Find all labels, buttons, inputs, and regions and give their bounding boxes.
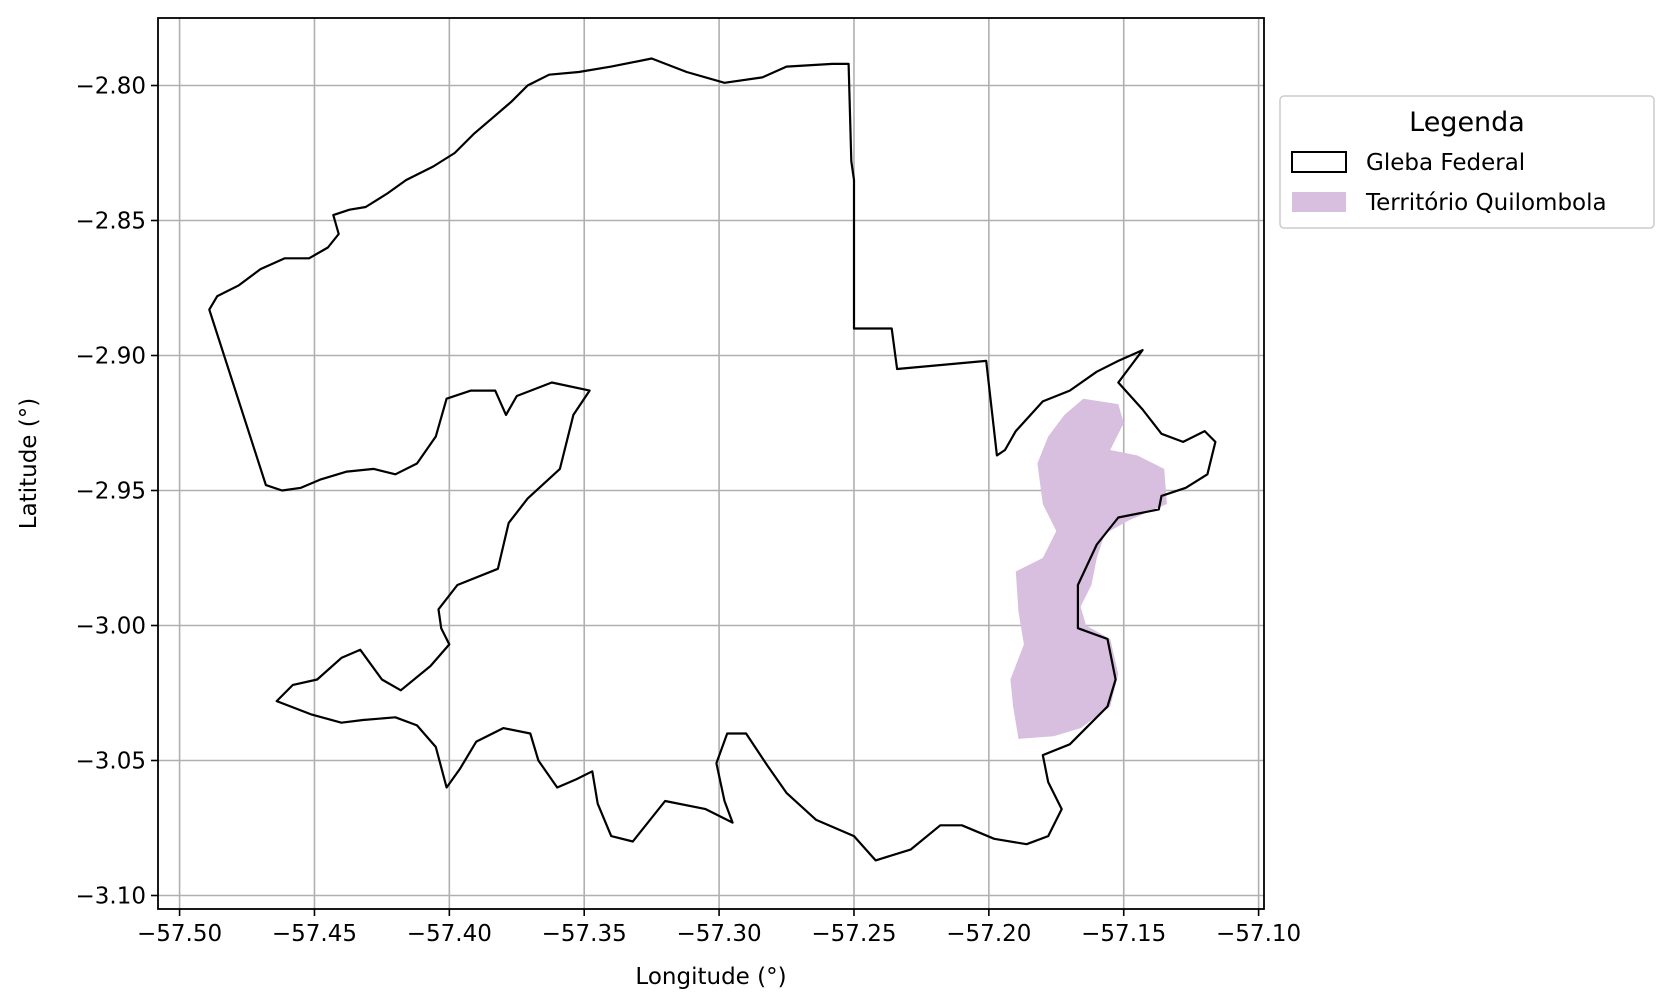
x-tick-label: −57.35 (542, 921, 627, 947)
map-polygon-territorio-quilombola (1010, 398, 1167, 739)
legend-label-territorio-quilombola: Território Quilombola (1365, 190, 1607, 216)
map-polygon-gleba-federal (208, 57, 1217, 862)
y-tick-label: −2.90 (76, 344, 146, 370)
x-tick-label: −57.45 (272, 921, 357, 947)
legend: Legenda Gleba Federal Território Quilomb… (1279, 95, 1655, 229)
y-tick-label: −3.00 (76, 614, 146, 640)
x-tick-label: −57.20 (946, 921, 1031, 947)
x-axis-label: Longitude (°) (635, 964, 786, 990)
legend-title: Legenda (1409, 107, 1525, 138)
x-tick-label: −57.15 (1081, 921, 1166, 947)
x-tick-label: −57.25 (811, 921, 896, 947)
y-tick-label: −3.10 (76, 884, 146, 910)
y-tick-label: −3.05 (76, 749, 146, 775)
x-tick-label: −57.40 (407, 921, 492, 947)
map-layers (208, 57, 1217, 862)
y-tick-label: −2.95 (76, 479, 146, 505)
x-tick-label: −57.50 (137, 921, 222, 947)
x-tick-label: −57.10 (1216, 921, 1301, 947)
y-axis-label: Latitude (°) (16, 398, 42, 529)
axis-ticks: −57.50 −57.45 −57.40 −57.35 −57.30 −57.25 −57.… (76, 74, 1302, 948)
y-tick-label: −2.85 (76, 209, 146, 235)
x-tick-label: −57.30 (677, 921, 762, 947)
plot-frame (157, 17, 1265, 910)
legend-label-gleba-federal: Gleba Federal (1366, 150, 1525, 176)
y-tick-label: −2.80 (76, 74, 146, 100)
legend-box (1279, 95, 1655, 229)
grid-lines (158, 18, 1264, 909)
legend-swatch-territorio-quilombola (1292, 192, 1346, 212)
legend-swatch-gleba-federal (1291, 151, 1347, 173)
